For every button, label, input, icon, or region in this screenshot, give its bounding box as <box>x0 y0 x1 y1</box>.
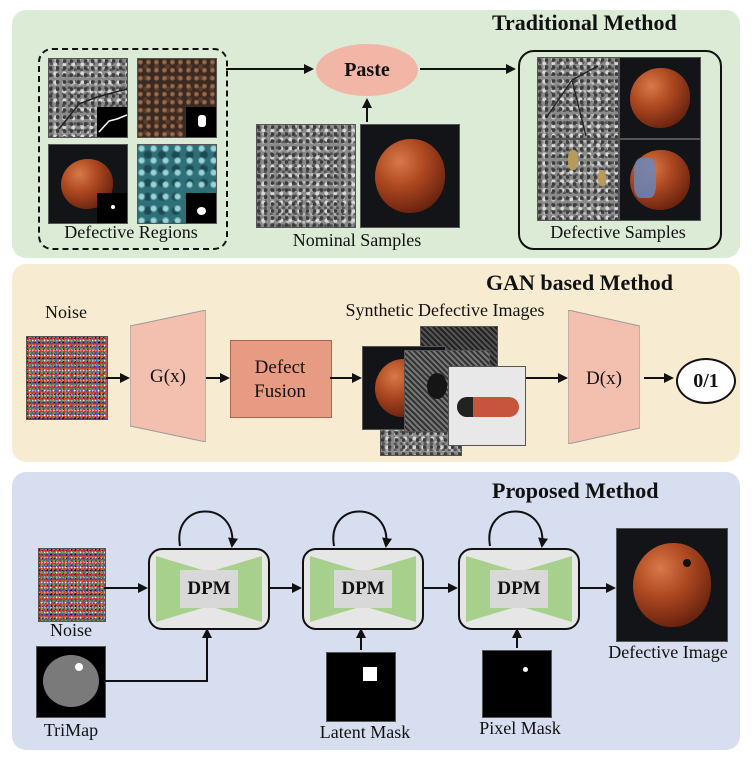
latent-mask-image <box>326 652 396 722</box>
defect-fusion-label-line1: Defect <box>254 357 306 378</box>
pixel-mask-label: Pixel Mask <box>479 718 561 738</box>
trimap-label: TriMap <box>43 720 99 740</box>
defect-fusion-box <box>230 340 332 418</box>
real-fake-output: 0/1 <box>676 358 736 404</box>
defect-region-carpet <box>137 58 217 138</box>
proposed-method-title: Proposed Method <box>492 478 659 503</box>
nominal-samples-label: Nominal Samples <box>292 230 422 250</box>
latent-mask-label: Latent Mask <box>319 722 411 742</box>
defective-samples-label: Defective Samples <box>550 222 686 242</box>
gan-noise-image <box>26 336 108 420</box>
gan-method-title: GAN based Method <box>486 270 674 295</box>
dpm-block-3: DPM <box>458 548 580 630</box>
nominal-sample-granite <box>256 124 356 228</box>
defective-sample-hazelnut-1 <box>619 57 701 139</box>
generator-shape <box>130 310 206 442</box>
defective-regions-group <box>38 48 228 250</box>
synthetic-images-label: Synthetic Defective Images <box>345 300 545 320</box>
generator-label: G(x) <box>150 366 186 387</box>
defect-region-hazelnut <box>48 144 128 224</box>
discriminator-shape <box>568 310 640 444</box>
defect-region-teal-texture <box>137 144 217 224</box>
nominal-sample-hazelnut <box>360 124 460 228</box>
defective-image-label: Defective Image <box>608 642 728 662</box>
discriminator-label: D(x) <box>586 368 622 389</box>
dpm-3-label: DPM <box>490 570 548 608</box>
dpm-block-1: DPM <box>148 548 270 630</box>
defective-sample-granite-crack <box>537 57 619 139</box>
dpm-1-label: DPM <box>180 570 238 608</box>
synthetic-image-capsule <box>448 366 526 446</box>
defective-regions-label: Defective Regions <box>64 222 198 242</box>
paste-node: Paste <box>316 44 418 96</box>
defective-sample-granite-stains <box>537 139 619 221</box>
dpm-block-2: DPM <box>302 548 424 630</box>
defective-samples-group <box>518 50 722 250</box>
proposed-noise-image <box>38 548 106 622</box>
defect-fusion-label-line2: Fusion <box>254 381 306 402</box>
proposed-noise-label: Noise <box>50 620 92 640</box>
trimap-image <box>36 646 106 718</box>
defective-image-output <box>616 528 728 642</box>
defective-sample-hazelnut-2 <box>619 139 701 221</box>
defect-region-granite-crack <box>48 58 128 138</box>
pixel-mask-image <box>482 650 552 718</box>
dpm-2-label: DPM <box>334 570 392 608</box>
gan-noise-label: Noise <box>45 302 87 322</box>
defect-fusion-label: Defect Fusion <box>230 356 330 404</box>
traditional-method-title: Traditional Method <box>492 10 677 35</box>
